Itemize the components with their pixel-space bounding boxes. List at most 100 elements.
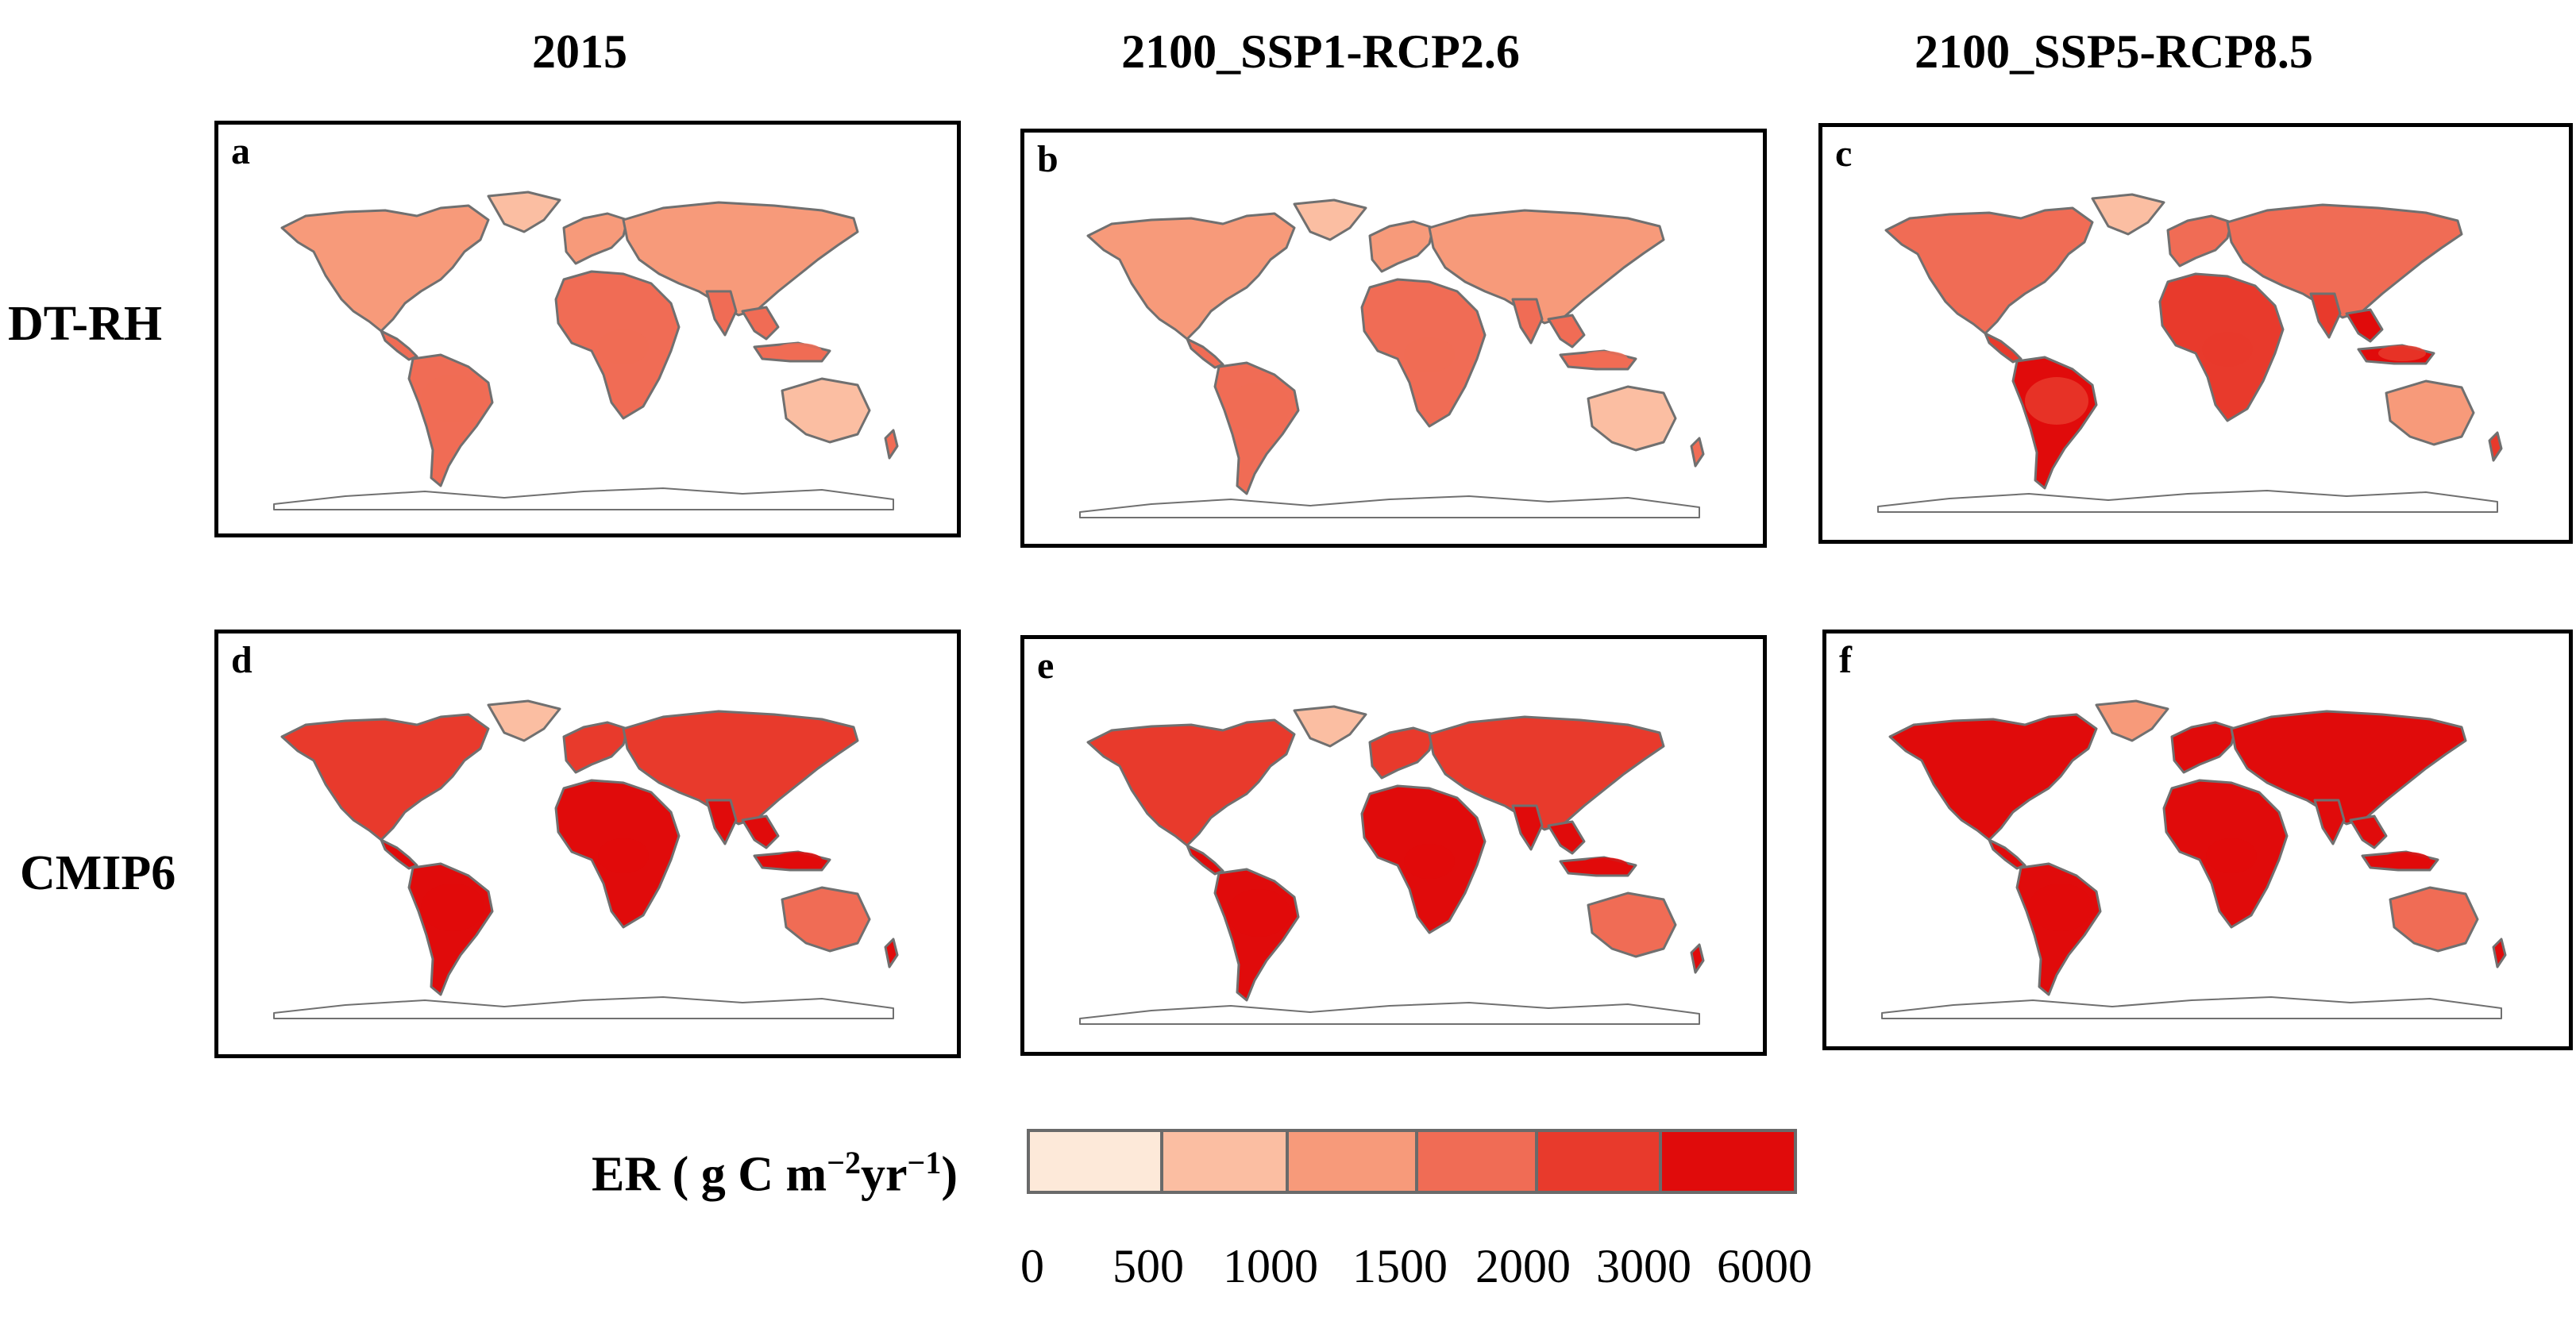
legend-tick: 0	[1020, 1240, 1044, 1292]
landmass-australia	[781, 886, 871, 953]
landmass-central-america	[1988, 838, 2026, 870]
landmass-greenland	[1293, 198, 1367, 241]
congo-hotspot	[1404, 844, 1455, 879]
congo-hotspot	[1404, 337, 1455, 372]
panel-label: b	[1037, 138, 1059, 180]
landmass-asia	[1428, 209, 1665, 325]
landmass-antarctica	[273, 487, 894, 510]
landmass-north-america	[1086, 212, 1296, 341]
legend-swatch-0-500	[1027, 1129, 1163, 1194]
landmass-north-america	[1884, 206, 2094, 335]
panel-label: f	[1839, 639, 1852, 681]
landmass-greenland	[1293, 705, 1367, 748]
landmass-southeast-asia	[1547, 820, 1586, 855]
landmass-asia	[2226, 203, 2463, 319]
congo-hotspot	[2206, 838, 2257, 873]
row-title-dtrh: DT-RH	[8, 297, 163, 351]
map-panel-c: c	[1818, 123, 2573, 544]
landmass-southeast-asia	[741, 306, 780, 341]
landmass-europe	[562, 721, 629, 774]
landmass-north-america	[280, 204, 490, 333]
legend-tick: 6000	[1717, 1240, 1812, 1292]
landmass-india	[2309, 292, 2342, 339]
legend-swatch-1500-2000	[1415, 1129, 1538, 1194]
legend-tick: 1500	[1352, 1240, 1448, 1292]
landmass-central-america	[1984, 332, 2023, 364]
landmass-india	[705, 799, 738, 845]
landmass-india	[2313, 799, 2346, 845]
amazon-hotspot	[421, 884, 484, 931]
landmass-new-zealand	[2492, 938, 2507, 968]
amazon-hotspot	[421, 375, 484, 422]
landmass-europe	[2170, 721, 2237, 774]
landmass-antarctica	[1881, 996, 2502, 1019]
map-panel-b: b	[1020, 129, 1767, 548]
landmass-southeast-asia	[2345, 308, 2384, 343]
column-title-ssp126: 2100_SSP1-RCP2.6	[1121, 25, 1520, 78]
legend-colorbar	[1027, 1129, 1797, 1194]
legend-swatch-2000-3000	[1535, 1129, 1662, 1194]
landmass-antarctica	[273, 996, 894, 1019]
landmass-asia	[2230, 710, 2467, 826]
landmass-india	[1511, 298, 1544, 345]
landmass-new-zealand	[884, 938, 899, 968]
landmass-asia	[622, 710, 859, 826]
landmass-southeast-asia	[741, 814, 780, 849]
landmass-antarctica	[1079, 1002, 1700, 1025]
row-title-cmip6: CMIP6	[20, 846, 176, 900]
landmass-asia	[1428, 715, 1665, 831]
landmass-north-america	[280, 713, 490, 841]
world-map	[1079, 198, 1705, 518]
landmass-australia	[1587, 891, 1677, 958]
maritime-hotspot	[2382, 852, 2430, 868]
landmass-new-zealand	[1690, 943, 1705, 974]
maritime-hotspot	[774, 343, 822, 359]
map-panel-e: e	[1020, 635, 1767, 1056]
legend-title: ER ( g C m−2yr−1)	[592, 1145, 958, 1202]
landmass-europe	[1368, 220, 1435, 273]
column-title-2015: 2015	[532, 25, 627, 78]
legend-tick: 500	[1113, 1240, 1184, 1292]
legend-tick: 2000	[1475, 1240, 1571, 1292]
landmass-europe	[2166, 214, 2233, 268]
legend-swatch-3000-6000	[1659, 1129, 1797, 1194]
panel-label: d	[231, 639, 253, 681]
legend-tick: 3000	[1596, 1240, 1691, 1292]
amazon-hotspot	[2029, 884, 2092, 931]
landmass-europe	[562, 212, 629, 265]
landmass-australia	[2389, 886, 2479, 953]
map-panel-d: d	[214, 630, 961, 1058]
map-panel-a: a	[214, 121, 961, 537]
landmass-southeast-asia	[2349, 814, 2388, 849]
world-map	[1881, 699, 2507, 1019]
landmass-new-zealand	[1690, 437, 1705, 468]
maritime-hotspot	[774, 852, 822, 868]
landmass-asia	[622, 201, 859, 317]
landmass-new-zealand	[884, 429, 899, 460]
congo-hotspot	[598, 329, 649, 364]
landmass-north-america	[1888, 713, 2098, 841]
amazon-hotspot	[1227, 383, 1290, 430]
landmass-greenland	[487, 191, 561, 233]
maritime-hotspot	[1580, 351, 1628, 367]
landmass-greenland	[2095, 699, 2169, 742]
landmass-australia	[1587, 385, 1677, 452]
legend-swatch-500-1000	[1160, 1129, 1289, 1194]
landmass-antarctica	[1877, 490, 2498, 513]
landmass-new-zealand	[2488, 431, 2503, 462]
amazon-hotspot	[1227, 889, 1290, 937]
landmass-australia	[2385, 379, 2475, 446]
panel-label: a	[231, 130, 250, 172]
landmass-india	[705, 290, 738, 337]
map-panel-f: f	[1822, 630, 2573, 1050]
landmass-central-america	[1186, 337, 1224, 369]
landmass-north-america	[1086, 718, 1296, 847]
landmass-india	[1511, 804, 1544, 851]
amazon-hotspot	[2025, 377, 2088, 425]
congo-hotspot	[598, 838, 649, 873]
legend-swatch-1000-1500	[1286, 1129, 1418, 1194]
maritime-hotspot	[2378, 345, 2426, 361]
world-map	[1877, 193, 2503, 513]
landmass-central-america	[1186, 844, 1224, 876]
landmass-australia	[781, 377, 871, 444]
